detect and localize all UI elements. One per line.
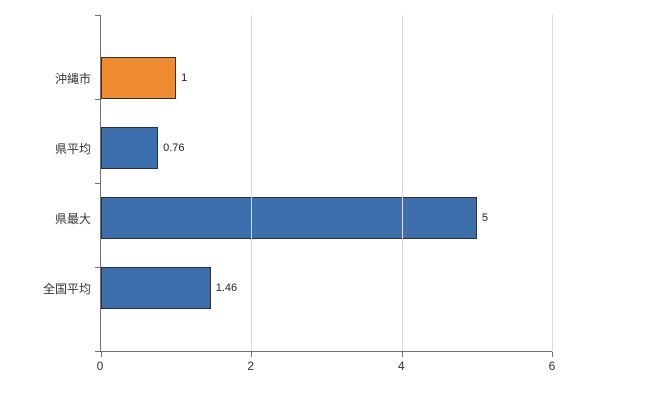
x-tick-mark <box>251 352 253 357</box>
bar <box>101 127 159 169</box>
y-tick-mark <box>95 183 100 184</box>
y-tick-mark <box>95 267 100 268</box>
bar-value-label: 0.76 <box>163 142 185 154</box>
bar-value-label: 1 <box>181 72 188 84</box>
y-tick-mark <box>95 15 100 16</box>
category-label: 沖縄市 <box>54 71 91 86</box>
bar-row: 全国平均 1.46 <box>43 253 552 323</box>
bar-value-label: 5 <box>481 212 488 224</box>
category-label: 県平均 <box>54 141 91 156</box>
bars-container: 沖縄市 1 県平均 0.76 県最大 5 全国平均 1.46 <box>43 15 552 351</box>
x-tick-mark <box>101 352 102 357</box>
bar <box>101 267 211 309</box>
gridline <box>401 15 403 351</box>
x-tick-label: 0 <box>96 359 104 373</box>
y-tick-mark <box>95 351 100 352</box>
x-tick-label: 4 <box>397 359 405 373</box>
x-tick-label: 6 <box>548 359 556 373</box>
bar-row: 沖縄市 1 <box>55 43 552 113</box>
x-tick-label: 2 <box>247 359 254 373</box>
y-tick-mark <box>95 99 100 100</box>
category-label: 全国平均 <box>42 281 91 296</box>
bar <box>101 57 177 99</box>
bar-value-label: 1.46 <box>215 282 238 294</box>
bar <box>101 197 477 239</box>
x-tick-mark <box>552 352 553 357</box>
plot-area: 沖縄市 1 県平均 0.76 県最大 5 全国平均 1.46 <box>43 15 553 357</box>
category-label: 県最大 <box>54 211 91 226</box>
x-tick-mark <box>401 352 403 357</box>
x-axis-labels: 0 2 4 6 <box>96 359 556 375</box>
gridline <box>552 15 553 351</box>
bar-row: 県最大 5 <box>55 183 552 253</box>
gridline <box>251 15 253 351</box>
bar-row: 県平均 0.76 <box>55 113 552 183</box>
